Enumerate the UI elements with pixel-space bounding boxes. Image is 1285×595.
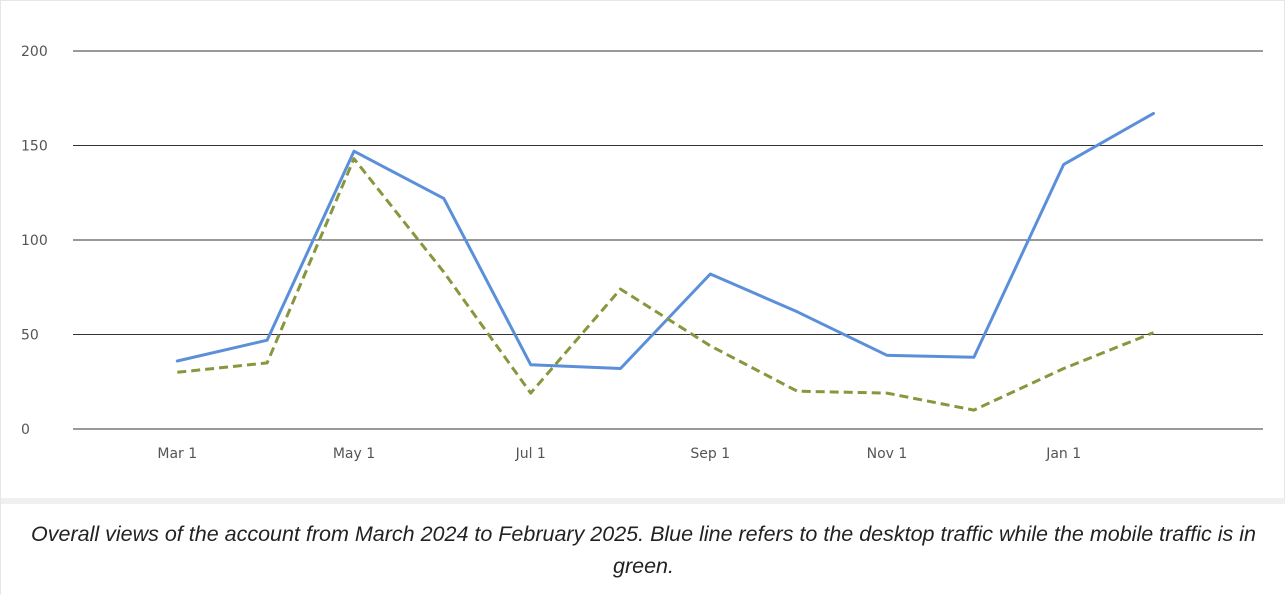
y-tick-label: 150	[21, 139, 48, 155]
line-chart-svg: 0 50 100 150 200 Mar 1 May 1 Jul 1 Sep 1 Nov 1 Jan…	[9, 9, 1278, 498]
figure-caption: Overall views of the account from March …	[21, 518, 1266, 582]
y-tick-label: 50	[21, 328, 39, 344]
y-tick-label: 200	[21, 44, 48, 60]
series-line-1	[177, 113, 1153, 368]
x-tick-label: Jul 1	[515, 446, 546, 462]
x-tick-label: Mar 1	[157, 446, 197, 462]
x-tick-label: Jan 1	[1045, 446, 1081, 462]
x-tick-label: Sep 1	[690, 446, 730, 462]
x-tick-label: May 1	[333, 446, 375, 462]
x-tick-label: Nov 1	[867, 446, 908, 462]
caption-band: Overall views of the account from March …	[1, 498, 1285, 595]
y-tick-label: 100	[21, 233, 48, 249]
line-chart: 0 50 100 150 200 Mar 1 May 1 Jul 1 Sep 1 Nov 1 Jan…	[9, 9, 1278, 498]
y-tick-label: 0	[21, 422, 30, 438]
